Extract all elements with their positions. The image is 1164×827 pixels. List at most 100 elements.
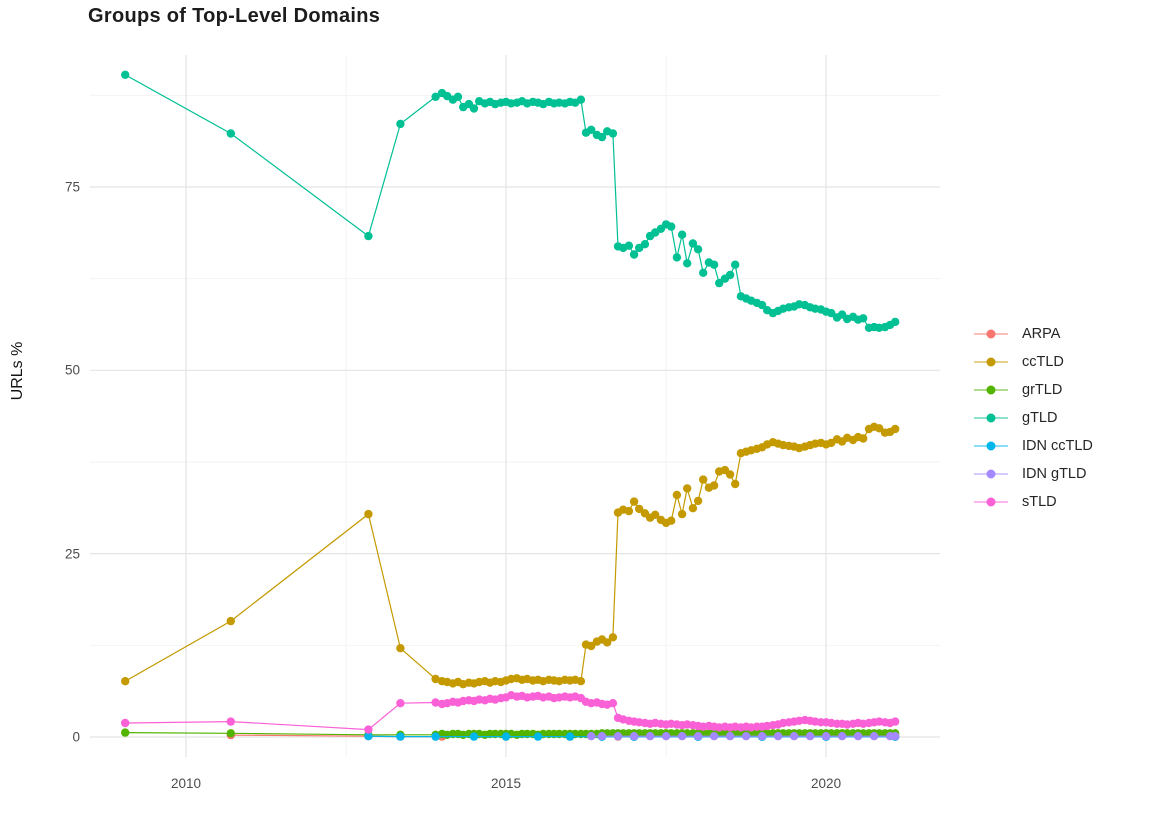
data-point [859,434,868,443]
x-tick-label: 2020 [811,776,842,791]
legend-label: grTLD [1022,382,1063,398]
legend-item: IDN gTLD [972,460,1093,488]
legend-item: ARPA [972,320,1093,348]
data-point [364,231,373,241]
data-point [891,424,900,434]
legend-item: sTLD [972,488,1093,516]
data-point [226,717,235,726]
data-point [226,729,235,738]
legend-label: gTLD [1022,410,1058,426]
legend-label: sTLD [1022,494,1057,510]
data-point [396,119,405,129]
data-point [757,300,767,310]
legend-marker-icon [974,357,1008,367]
data-point [396,732,405,741]
data-point [667,516,676,525]
data-point [469,104,479,113]
data-point [587,732,596,741]
data-point [725,732,735,741]
x-tick-label: 2015 [491,776,522,791]
data-point [827,308,836,318]
data-point [431,674,440,684]
data-point [226,616,235,626]
data-point [693,732,703,741]
legend-marker-icon [974,441,1008,451]
series-line [124,74,896,329]
data-point [121,718,130,728]
data-point [431,698,440,707]
chart-title: Groups of Top-Level Domains [88,5,381,27]
data-point [699,475,708,484]
data-point [576,95,586,104]
data-point [431,92,440,102]
y-tick-label: 0 [72,729,80,745]
data-point [603,638,612,647]
data-point [629,250,639,259]
data-point [683,259,692,268]
data-point [891,717,900,726]
data-point [709,481,719,490]
data-point [629,732,639,741]
data-point [672,490,682,500]
data-point [773,732,783,741]
legend-item: grTLD [972,376,1093,404]
data-point [869,732,879,741]
data-point [608,129,618,138]
data-point [715,278,724,288]
data-point [891,732,900,741]
data-point [688,239,698,248]
legend-marker-icon [974,413,1008,423]
y-tick-label: 75 [64,179,80,195]
data-point [469,732,479,741]
data-point [226,129,235,138]
data-point [651,510,660,519]
data-point [364,509,373,519]
data-point [453,92,463,102]
data-point [597,132,607,142]
data-point [121,728,130,737]
legend-item: ccTLD [972,348,1093,376]
legend-item: gTLD [972,404,1093,432]
legend-label: IDN gTLD [1022,466,1087,482]
data-point [667,222,676,231]
legend: ARPA ccTLD grTLD gTLD IDN ccTLD IDN gTLD sTLD [972,320,1093,516]
data-point [789,732,799,741]
data-point [731,479,740,489]
data-point [533,732,543,741]
data-point [699,268,708,277]
data-point [613,732,623,741]
data-point [608,699,618,708]
data-point [501,732,511,741]
legend-marker-icon [974,469,1008,479]
data-point [731,260,740,269]
data-point [683,484,692,493]
legend-item: IDN ccTLD [972,432,1093,460]
legend-label: ARPA [1022,326,1061,342]
data-point [693,245,703,254]
data-point [725,470,735,479]
data-point [396,644,405,653]
data-point [121,70,130,80]
data-point [364,732,373,741]
legend-label: ccTLD [1022,354,1064,370]
data-point [364,725,373,734]
legend-marker-icon [974,385,1008,395]
y-tick-label: 25 [64,546,80,562]
data-point [741,732,751,741]
x-tick-label: 2010 [170,776,202,791]
y-tick-label: 50 [64,362,80,378]
data-point [875,424,884,433]
data-point [677,509,687,519]
data-point [587,125,596,134]
data-point [837,732,847,741]
data-point [635,504,644,514]
data-point [672,253,682,262]
legend-label: IDN ccTLD [1022,438,1093,454]
data-point [645,732,655,741]
data-point [431,732,440,741]
data-point [677,230,687,239]
data-point [709,732,719,741]
data-point [891,317,900,327]
